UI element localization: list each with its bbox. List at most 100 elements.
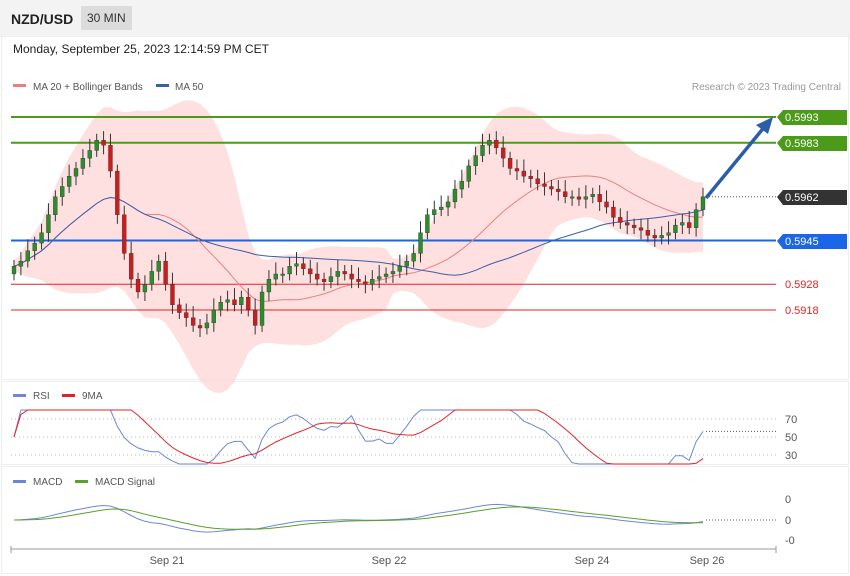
candle-body <box>53 196 58 215</box>
candle-body <box>466 165 471 182</box>
candle-body <box>390 271 396 275</box>
x-tick-label-1: Sep 22 <box>372 555 407 567</box>
candle-body <box>487 140 492 146</box>
candle-body <box>397 266 402 272</box>
timeframe-badge[interactable]: 30 MIN <box>81 6 132 30</box>
rsi-panel-frame <box>1 381 849 465</box>
candle-body <box>700 196 706 210</box>
candle-body <box>563 191 568 197</box>
rsi-tick-30: 30 <box>785 450 797 462</box>
level-tag-text-2: 0.5962 <box>785 192 819 204</box>
candle-body <box>404 260 409 267</box>
candle-body <box>94 140 99 151</box>
candle-body <box>666 232 671 236</box>
candle-body <box>108 145 113 172</box>
candle-body <box>211 309 216 324</box>
level-tag-text-0: 0.5993 <box>785 112 819 124</box>
candle-body <box>439 206 444 210</box>
candle-body <box>80 158 86 169</box>
candle-body <box>280 273 285 276</box>
symbol-title: NZD/USD <box>11 11 74 27</box>
candle-body <box>252 309 258 326</box>
x-tick-label-0: Sep 21 <box>150 555 185 567</box>
price-panel-frame <box>1 36 849 380</box>
candle-body <box>163 260 168 285</box>
candle-body <box>425 214 430 233</box>
candle-body <box>273 273 278 280</box>
candle-body <box>659 235 664 239</box>
candle-body <box>11 266 17 275</box>
credit-label: Research © 2023 Trading Central <box>692 82 841 93</box>
candle-body <box>445 201 451 208</box>
candlesticks <box>11 131 706 338</box>
rsi-legend-swatch <box>13 394 26 397</box>
candle-body <box>335 271 340 277</box>
level-tag-text-4: 0.5928 <box>785 279 819 291</box>
rsi-ma-legend-label: 9MA <box>82 391 103 402</box>
candle-body <box>328 276 334 282</box>
ma50-line <box>13 196 704 276</box>
level-tag-2 <box>777 190 847 205</box>
candle-body <box>342 271 347 275</box>
candle-body <box>597 194 602 203</box>
candle-body <box>494 140 499 149</box>
candle-body <box>39 232 44 244</box>
candle-body <box>122 214 127 254</box>
candle-body <box>680 222 685 226</box>
candle-body <box>46 214 51 233</box>
macd-signal-legend-label: MACD Signal <box>95 477 155 488</box>
candle-body <box>32 242 37 251</box>
candle-body <box>556 188 561 192</box>
candle-body <box>611 206 616 218</box>
ma20-legend-swatch <box>13 84 26 87</box>
candle-body <box>528 176 533 179</box>
candle-body <box>370 278 375 285</box>
candle-body <box>18 260 24 267</box>
candle-body <box>177 304 182 313</box>
candle-body <box>204 322 210 329</box>
candle-body <box>287 266 292 275</box>
candle-body <box>673 224 678 233</box>
candle-body <box>418 232 423 254</box>
candle-body <box>246 296 251 311</box>
level-lines <box>11 116 776 311</box>
rsi-ma-legend-swatch <box>62 394 75 397</box>
candle-body <box>569 196 575 199</box>
macd-lines <box>13 503 776 533</box>
candle-body <box>101 140 106 146</box>
rsi-line <box>13 409 704 465</box>
rsi-tick-70: 70 <box>785 414 797 426</box>
ma20-legend-label: MA 20 + Bollinger Bands <box>33 82 143 93</box>
candle-body <box>507 158 513 169</box>
candle-body <box>60 186 65 197</box>
candle-body <box>501 147 506 159</box>
candle-body <box>631 224 637 228</box>
candle-body <box>618 217 623 223</box>
level-tag-text-1: 0.5983 <box>785 138 819 150</box>
x-tick-label-3: Sep 26 <box>690 555 725 567</box>
candle-body <box>480 145 485 156</box>
candle-body <box>225 299 230 303</box>
candle-body <box>638 227 644 231</box>
macd-signal-line <box>14 506 704 530</box>
candle-body <box>549 186 554 190</box>
rsi-tick-50: 50 <box>785 432 797 444</box>
bollinger-band-area <box>14 100 703 394</box>
candle-body <box>66 176 72 187</box>
ma50-legend-label: MA 50 <box>175 82 204 93</box>
level-tag-3 <box>777 234 847 249</box>
macd-signal-legend-swatch <box>75 480 88 483</box>
candle-body <box>363 281 368 285</box>
level-tag-0 <box>777 110 847 125</box>
macd-legend-swatch <box>13 480 26 483</box>
projection-arrow-head <box>756 117 773 134</box>
candle-body <box>25 250 30 262</box>
candle-body <box>652 235 657 239</box>
candle-body <box>473 155 478 167</box>
candle-body <box>693 209 699 228</box>
candle-body <box>383 273 389 277</box>
macd-tick-bottom: -0 <box>785 535 795 547</box>
candle-body <box>156 260 161 272</box>
candle-body <box>73 168 79 177</box>
